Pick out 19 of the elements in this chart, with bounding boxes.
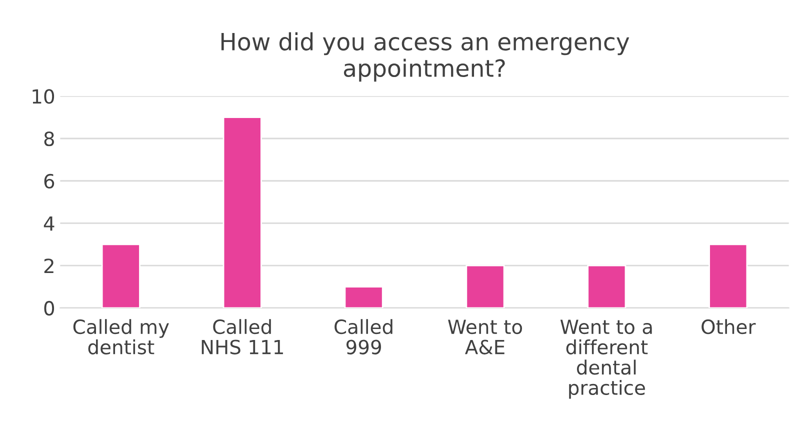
bar (708, 244, 748, 308)
y-tick-label: 0 (44, 300, 54, 316)
bar (466, 264, 505, 308)
x-tick-label: Went to a different dental practice (560, 320, 652, 399)
x-tick-label: Called 999 (334, 319, 392, 354)
bar (587, 264, 626, 308)
x-tick-label: Went to A&E (448, 320, 522, 354)
y-tick-label: 4 (44, 216, 54, 231)
y-tick-label: 10 (32, 89, 54, 104)
x-tick-label: Called NHS 111 (202, 319, 283, 354)
x-tick-label: Called my dentist (73, 319, 169, 354)
y-tick-label: 6 (44, 174, 54, 189)
y-tick-label: 2 (44, 258, 54, 273)
chart-title: How did you access an emergency appointment? (221, 32, 630, 82)
x-tick-label: Other (702, 319, 756, 334)
bar (344, 286, 384, 308)
y-tick-label: 8 (44, 131, 54, 146)
bar (101, 244, 140, 308)
bar (222, 116, 262, 308)
